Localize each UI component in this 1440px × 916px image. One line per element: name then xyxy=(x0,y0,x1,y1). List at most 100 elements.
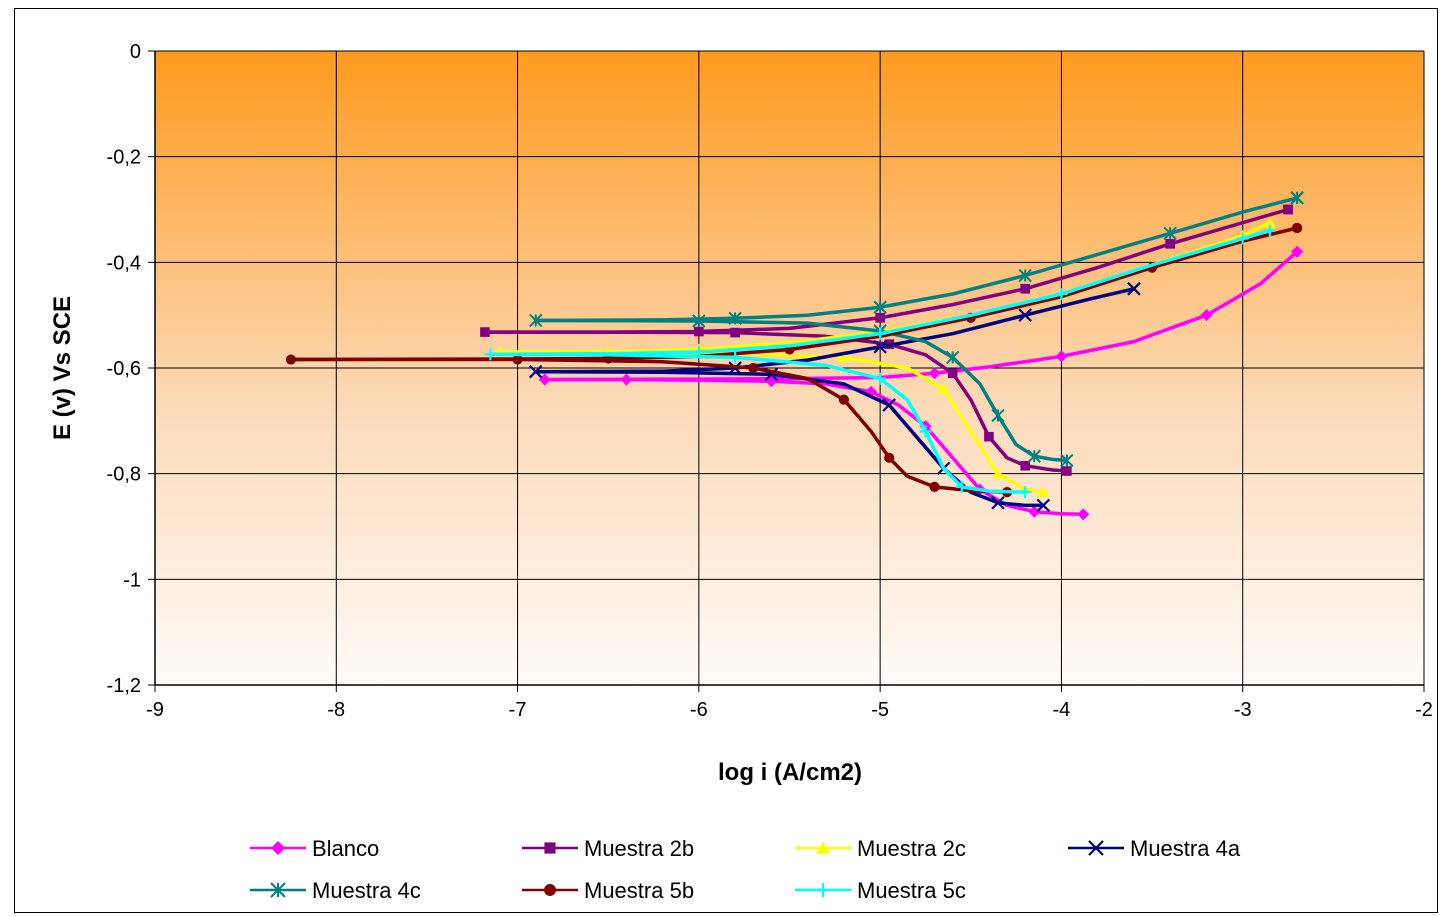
legend-item: Muestra 2c xyxy=(795,836,966,861)
legend-label: Muestra 5b xyxy=(584,878,694,903)
data-point xyxy=(1127,281,1141,296)
series-line xyxy=(490,352,1026,494)
y-tick-label: -0,6 xyxy=(107,358,141,380)
series-muestra-5c xyxy=(484,224,1276,499)
data-point xyxy=(271,841,285,855)
data-point xyxy=(484,348,497,361)
series-line xyxy=(535,196,1298,323)
legend-label: Muestra 4a xyxy=(1130,836,1241,861)
data-point xyxy=(874,372,887,385)
data-point xyxy=(1236,232,1249,245)
data-point xyxy=(1055,288,1068,301)
legend-item: Muestra 5b xyxy=(522,878,694,903)
x-tick-label: -2 xyxy=(1415,699,1433,721)
data-point xyxy=(984,431,994,442)
data-point xyxy=(816,841,830,854)
series-line xyxy=(484,207,1289,334)
data-point xyxy=(919,425,932,438)
x-tick-label: -4 xyxy=(1053,699,1071,721)
data-point xyxy=(1060,453,1074,468)
data-point xyxy=(528,364,543,379)
data-point xyxy=(1088,840,1104,856)
data-point xyxy=(1283,204,1293,215)
legend-label: Blanco xyxy=(312,836,379,861)
series-line xyxy=(535,369,1044,508)
legend-label: Muestra 2b xyxy=(584,836,694,861)
data-point xyxy=(480,327,490,337)
y-tick-label: 0 xyxy=(130,41,141,63)
y-tick-label: -1,2 xyxy=(107,675,141,697)
legend: Blanco Muestra 2b Muestra 2c Muestra 4a Mues… xyxy=(250,836,1241,903)
data-point xyxy=(1037,486,1050,497)
data-point xyxy=(1163,226,1177,240)
data-point xyxy=(730,327,740,338)
data-point xyxy=(991,495,1005,510)
data-point xyxy=(955,480,968,493)
data-point xyxy=(544,884,556,896)
data-point xyxy=(729,351,742,364)
x-tick-label: -7 xyxy=(509,699,527,721)
data-point xyxy=(882,398,896,412)
data-point xyxy=(1018,308,1032,322)
data-point xyxy=(991,408,1005,423)
legend-item: Muestra 5c xyxy=(795,878,966,903)
data-point xyxy=(692,314,706,328)
data-point xyxy=(874,327,887,340)
y-tick-label: -1 xyxy=(123,569,141,591)
data-point xyxy=(838,394,849,405)
data-point xyxy=(873,340,887,354)
data-point xyxy=(884,452,895,463)
data-point xyxy=(620,373,633,386)
y-tick-label: -0,4 xyxy=(107,252,141,274)
data-point xyxy=(929,481,940,492)
series-line xyxy=(490,228,1271,357)
data-point xyxy=(1263,224,1276,237)
data-point xyxy=(512,354,523,365)
legend-label: Muestra 2c xyxy=(857,836,966,861)
data-point xyxy=(1020,283,1030,294)
data-point xyxy=(748,362,759,374)
data-point xyxy=(873,300,887,314)
legend-item: Muestra 4a xyxy=(1068,836,1241,861)
legend-label: Muestra 5c xyxy=(857,878,966,903)
data-point xyxy=(1020,460,1030,471)
tick-labels: -9 -8 -7 -6 -5 -4 -3 -2 0 -0,2 -0,4 -0,6 -0,8 -1 -1,2 xyxy=(107,41,1433,721)
data-point xyxy=(528,313,543,328)
data-point xyxy=(937,383,950,394)
x-tick-label: -5 xyxy=(871,699,889,721)
data-point xyxy=(1036,498,1051,513)
data-point xyxy=(947,368,958,379)
series-line xyxy=(535,318,1068,463)
data-point xyxy=(1019,486,1032,499)
data-point xyxy=(991,467,1004,479)
legend-item: Muestra 2b xyxy=(522,836,694,861)
x-tick-label: -9 xyxy=(146,699,164,721)
axes xyxy=(148,50,1425,692)
data-point xyxy=(270,882,286,898)
legend-item: Muestra 4c xyxy=(250,878,421,903)
data-point xyxy=(285,354,297,365)
data-point xyxy=(1018,268,1032,283)
data-point xyxy=(1027,449,1041,463)
data-point xyxy=(694,326,704,337)
data-point xyxy=(692,346,705,359)
legend-item: Blanco xyxy=(250,836,379,861)
data-point xyxy=(1290,191,1304,205)
y-tick-label: -0,2 xyxy=(107,147,141,169)
series-group xyxy=(285,191,1304,521)
data-point xyxy=(1291,245,1304,258)
x-axis-title: log i (A/cm2) xyxy=(718,759,862,786)
data-point xyxy=(1292,222,1303,234)
data-point xyxy=(544,842,556,854)
data-point xyxy=(1200,309,1213,322)
data-point xyxy=(1028,505,1041,518)
x-tick-label: -3 xyxy=(1234,699,1252,721)
data-point xyxy=(945,350,960,365)
data-point xyxy=(875,313,885,323)
legend-label: Muestra 4c xyxy=(312,878,421,903)
y-axis-title: E (v) Vs SCE xyxy=(49,296,76,440)
data-point xyxy=(816,883,830,897)
x-tick-label: -8 xyxy=(327,699,345,721)
data-point xyxy=(1062,466,1072,476)
